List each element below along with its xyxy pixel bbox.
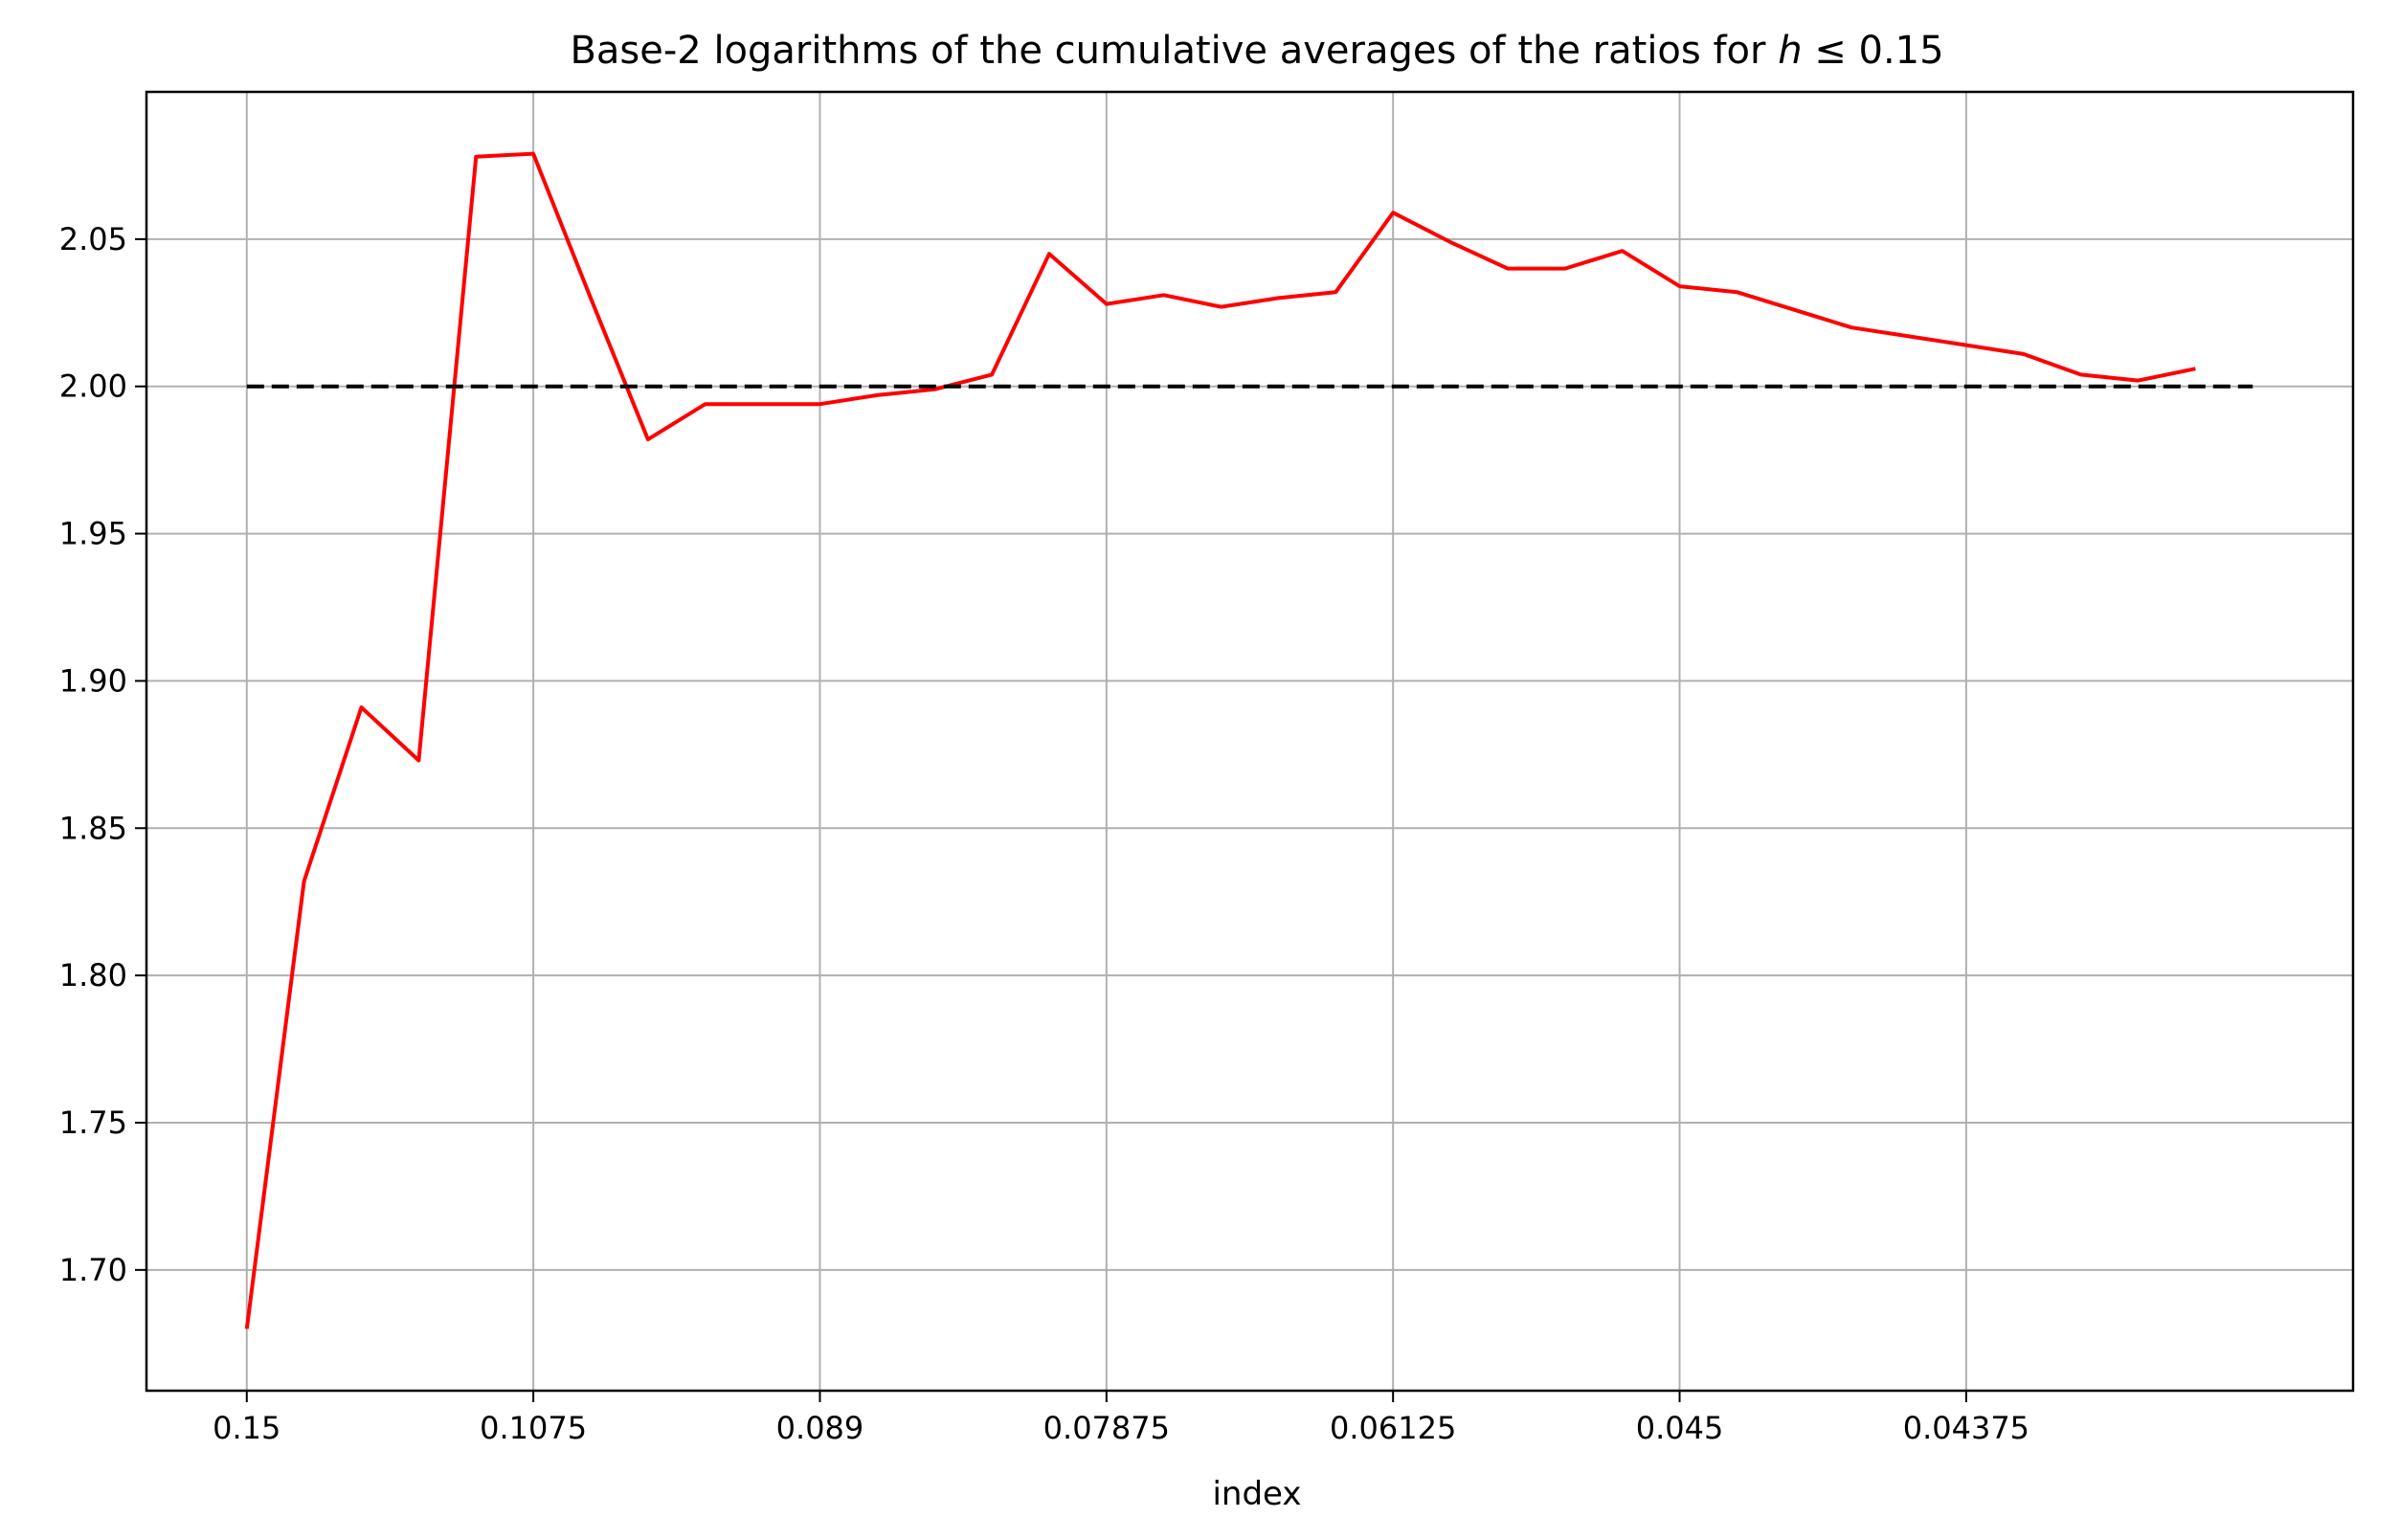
x-axis-label: index <box>1212 1475 1301 1513</box>
chart-title: Base-2 logarithms of the cumulative aver… <box>570 29 1943 73</box>
y-tick-label: 2.00 <box>59 368 127 405</box>
chart-title-suffix: ≤ 0.15 <box>1803 29 1944 73</box>
y-tick-label: 1.80 <box>59 957 127 993</box>
series-layer <box>244 151 2253 1329</box>
chart-title-variable: h <box>1778 29 1802 73</box>
y-tick-label: 1.70 <box>59 1252 127 1288</box>
y-tick-label: 2.05 <box>59 221 127 257</box>
x-axis: 0.15 0.1075 0.089 0.07875 0.06125 0.045 0.0437… <box>213 1391 2029 1446</box>
x-tick-label: 0.1075 <box>480 1410 587 1446</box>
y-tick-label: 1.75 <box>59 1105 127 1141</box>
chart-title-prefix: Base-2 logarithms of the cumulative aver… <box>570 29 1778 73</box>
y-tick-label: 1.95 <box>59 516 127 552</box>
x-tick-label: 0.04375 <box>1903 1410 2029 1446</box>
y-axis: 1.70 1.75 1.80 1.85 1.90 1.95 2.00 2.05 <box>59 221 146 1288</box>
x-tick-label: 0.045 <box>1636 1410 1724 1446</box>
plot-frame <box>145 90 2355 1393</box>
y-tick-label: 1.90 <box>59 662 127 699</box>
x-tick-label: 0.07875 <box>1043 1410 1170 1446</box>
x-tick-label: 0.089 <box>776 1410 864 1446</box>
x-tick-label: 0.15 <box>213 1410 280 1446</box>
y-tick-label: 1.85 <box>59 810 127 846</box>
x-tick-label: 0.06125 <box>1330 1410 1456 1446</box>
